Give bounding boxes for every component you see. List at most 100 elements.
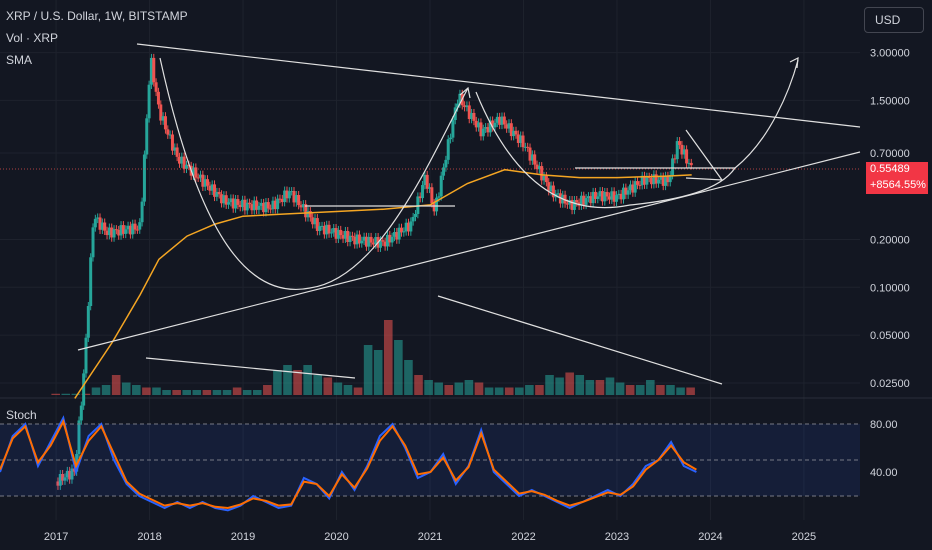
candle-body [617, 193, 621, 196]
volume-legend[interactable]: Vol · XRP [6, 31, 59, 45]
candle-body [327, 224, 331, 234]
candle-body [184, 164, 188, 169]
volume-bar [152, 387, 161, 395]
time-axis[interactable]: 2017 2018 2019 2020 2021 2022 2023 2024 2025 [44, 531, 816, 543]
candle-body [292, 191, 296, 203]
candle-body [334, 228, 338, 239]
candle-body [390, 236, 394, 243]
candle-body [657, 179, 661, 184]
candle-body [598, 191, 602, 197]
candle-body [392, 232, 396, 237]
price-tick-label: 0.05000 [870, 330, 910, 342]
candle-body [488, 120, 492, 133]
volume-bar [343, 385, 353, 395]
volume-bar [414, 375, 423, 395]
price-tick-label: 0.20000 [870, 234, 910, 246]
candle-body [320, 225, 324, 227]
stoch-tick-label: 80.00 [870, 419, 898, 431]
candle-body [467, 105, 471, 119]
volume-bar [666, 385, 675, 395]
candle-body [224, 195, 228, 205]
volume-bar [111, 375, 121, 395]
candle-body [446, 139, 450, 160]
candle-body [168, 134, 172, 136]
candle-body [194, 167, 198, 178]
volume-bar [121, 382, 131, 395]
candle-body [135, 229, 139, 231]
candle-body [491, 120, 495, 128]
candle-body [397, 227, 401, 240]
candle-body [565, 203, 569, 205]
candle-body [259, 202, 263, 206]
volume-bar [625, 385, 635, 395]
candle-body [336, 229, 340, 239]
candle-body [86, 306, 90, 338]
volume-bar [494, 387, 504, 395]
candle-body [661, 176, 665, 186]
candle-body [512, 130, 516, 137]
candle-body [238, 204, 242, 208]
candle-body [495, 116, 499, 123]
candle-body [593, 191, 597, 199]
candle-body [671, 158, 675, 176]
candle-body [93, 218, 97, 228]
candle-body [603, 191, 607, 202]
volume-trendline-right [437, 295, 723, 385]
candle-body [544, 175, 548, 183]
volume-bar [313, 375, 323, 395]
candle-body [128, 225, 132, 235]
stoch-legend[interactable]: Stoch [6, 408, 37, 422]
candle-body [596, 196, 600, 199]
candle-body [103, 222, 107, 231]
currency-button[interactable]: USD [864, 7, 924, 33]
candle-body [477, 122, 481, 128]
volume-bar [585, 380, 595, 395]
candle-body [68, 470, 72, 480]
candle-body [673, 158, 677, 160]
volume-bars [51, 320, 695, 395]
candle-body [537, 166, 541, 170]
candle-body [486, 127, 490, 133]
candle-body [428, 187, 432, 189]
candle-body [481, 128, 485, 137]
grid-lines [0, 0, 932, 520]
candle-body [280, 199, 284, 203]
candle-body [666, 175, 670, 183]
candle-body [638, 184, 642, 186]
cup-arc-right [475, 59, 799, 209]
symbol-title[interactable]: XRP / U.S. Dollar, 1W, BITSTAMP [6, 9, 188, 23]
sma-legend[interactable]: SMA [6, 53, 33, 67]
candle-body [607, 196, 611, 200]
candle-body [465, 105, 469, 108]
candle-body [388, 234, 392, 243]
candle-body [516, 134, 520, 143]
candle-body [493, 122, 497, 128]
candle-body [586, 196, 590, 199]
candle-body [173, 147, 177, 151]
candle-body [98, 217, 102, 230]
price-tick-label: 0.02500 [870, 378, 910, 390]
candle-body [416, 196, 420, 214]
candle-body [484, 127, 488, 129]
candle-body [622, 187, 625, 200]
candle-body [175, 147, 179, 157]
candle-body [332, 228, 336, 233]
volume-bar [333, 382, 343, 395]
candle-body [409, 221, 413, 232]
candle-body [458, 93, 462, 104]
volume-bar [132, 385, 141, 395]
volume-bar [182, 390, 192, 395]
candle-body [682, 149, 686, 155]
candle-body [248, 202, 252, 205]
candle-body [430, 187, 434, 204]
candle-body [287, 191, 291, 199]
candle-body [551, 185, 555, 198]
time-tick-label: 2024 [698, 531, 722, 543]
price-axis[interactable]: 3.00000 1.50000 0.70000 0.20000 0.10000 0.050… [870, 48, 910, 390]
volume-bar [263, 385, 272, 395]
candle-body [306, 211, 310, 218]
candle-body [572, 200, 576, 210]
candle-body [131, 223, 135, 235]
candle-body [138, 222, 142, 230]
